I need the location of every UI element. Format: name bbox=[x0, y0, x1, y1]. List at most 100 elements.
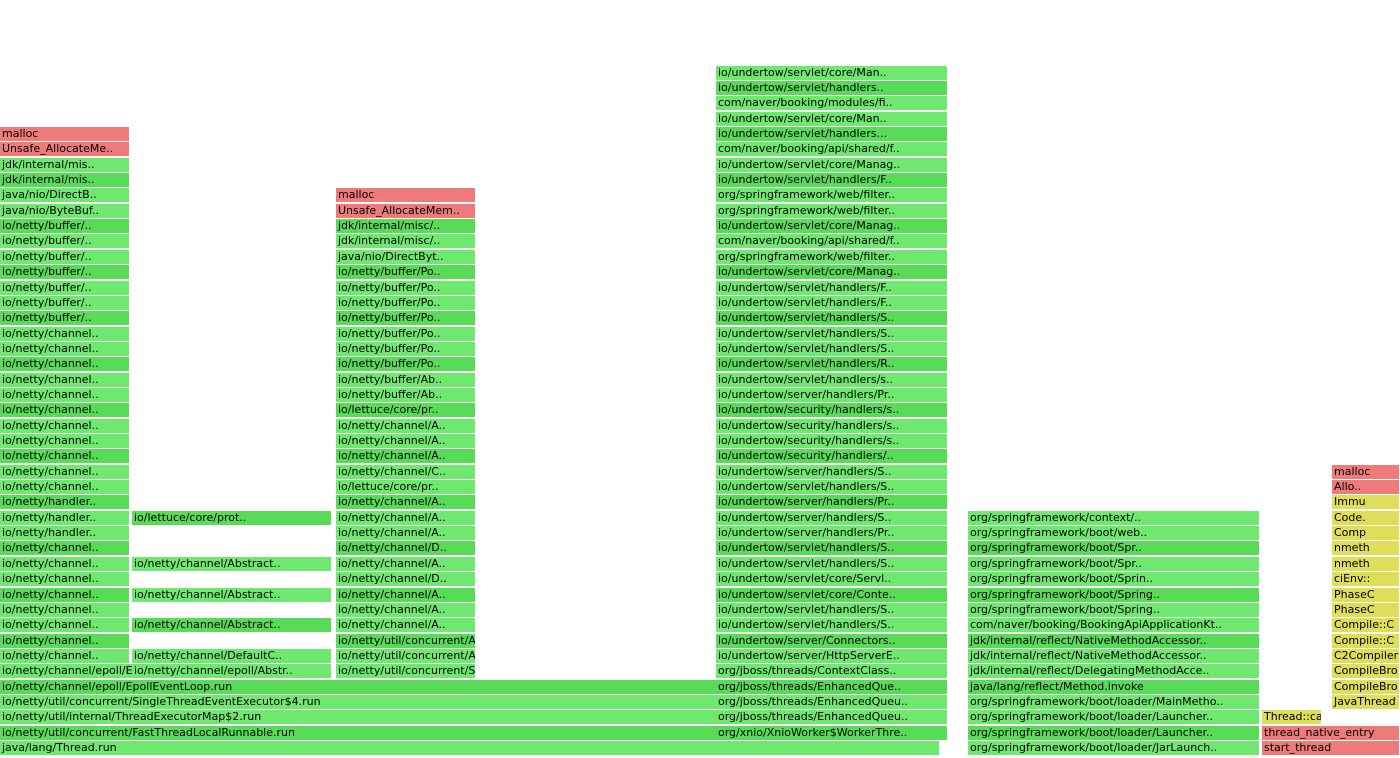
stack-frame[interactable]: io/netty/channel/Abstract.. bbox=[132, 557, 332, 571]
stack-frame[interactable]: jdk/internal/misc/.. bbox=[336, 234, 476, 248]
stack-frame[interactable]: io/netty/channel.. bbox=[0, 434, 130, 448]
stack-frame[interactable]: io/undertow/servlet/core/Servl.. bbox=[716, 572, 948, 586]
stack-frame[interactable]: Compile::C bbox=[1332, 634, 1400, 648]
stack-frame[interactable]: io/lettuce/core/prot.. bbox=[132, 511, 332, 525]
stack-frame[interactable]: io/netty/channel/A.. bbox=[336, 603, 476, 617]
stack-frame[interactable]: io/netty/buffer/Ab.. bbox=[336, 388, 476, 402]
stack-frame[interactable]: io/undertow/servlet/handlers/S.. bbox=[716, 603, 948, 617]
stack-frame[interactable]: io/netty/util/concurrent/AbstractEv.. bbox=[336, 634, 476, 648]
stack-frame[interactable]: nmeth bbox=[1332, 557, 1400, 571]
stack-frame[interactable]: io/undertow/server/handlers/Pr.. bbox=[716, 495, 948, 509]
stack-frame[interactable]: org/springframework/web/filter.. bbox=[716, 188, 948, 202]
stack-frame[interactable]: io/netty/buffer/Po.. bbox=[336, 327, 476, 341]
stack-frame[interactable]: io/netty/util/concurrent/FastThreadLocal… bbox=[0, 726, 940, 740]
stack-frame[interactable]: start_thread bbox=[1262, 741, 1400, 755]
stack-frame[interactable]: io/undertow/servlet/core/Manag.. bbox=[716, 158, 948, 172]
stack-frame[interactable]: io/netty/channel.. bbox=[0, 449, 130, 463]
stack-frame[interactable]: io/netty/buffer/Po.. bbox=[336, 296, 476, 310]
stack-frame[interactable]: CompileBro bbox=[1332, 680, 1400, 694]
stack-frame[interactable]: Thread::call_run bbox=[1262, 710, 1322, 724]
stack-frame[interactable]: io/netty/channel.. bbox=[0, 403, 130, 417]
stack-frame[interactable]: io/netty/channel/C.. bbox=[336, 465, 476, 479]
stack-frame[interactable]: org/springframework/boot/Spr.. bbox=[968, 557, 1260, 571]
stack-frame[interactable]: io/netty/util/internal/ThreadExecutorMap… bbox=[0, 710, 940, 724]
stack-frame[interactable]: java/nio/DirectB.. bbox=[0, 188, 130, 202]
stack-frame[interactable]: io/netty/channel.. bbox=[0, 327, 130, 341]
stack-frame[interactable]: io/undertow/servlet/handlers/S.. bbox=[716, 557, 948, 571]
stack-frame[interactable]: io/netty/buffer/Po.. bbox=[336, 265, 476, 279]
stack-frame[interactable]: PhaseC bbox=[1332, 588, 1400, 602]
stack-frame[interactable]: io/undertow/server/handlers/Pr.. bbox=[716, 526, 948, 540]
stack-frame[interactable]: io/lettuce/core/pr.. bbox=[336, 403, 476, 417]
stack-frame[interactable]: io/undertow/servlet/handlers/S.. bbox=[716, 342, 948, 356]
stack-frame[interactable]: CompileBro bbox=[1332, 664, 1400, 678]
stack-frame[interactable]: io/netty/buffer/.. bbox=[0, 281, 130, 295]
stack-frame[interactable]: jdk/internal/reflect/NativeMethodAccesso… bbox=[968, 649, 1260, 663]
stack-frame[interactable]: io/undertow/security/handlers/s.. bbox=[716, 419, 948, 433]
stack-frame[interactable]: PhaseC bbox=[1332, 603, 1400, 617]
stack-frame[interactable]: io/undertow/security/handlers/s.. bbox=[716, 403, 948, 417]
stack-frame[interactable]: java/lang/Thread.run bbox=[0, 741, 940, 755]
stack-frame[interactable]: org/springframework/context/.. bbox=[968, 511, 1260, 525]
stack-frame[interactable]: org/jboss/threads/EnhancedQueu.. bbox=[716, 710, 948, 724]
stack-frame[interactable]: io/netty/buffer/Ab.. bbox=[336, 373, 476, 387]
stack-frame[interactable]: io/netty/channel/A.. bbox=[336, 511, 476, 525]
stack-frame[interactable]: malloc bbox=[0, 127, 130, 141]
stack-frame[interactable]: org/springframework/web/filter.. bbox=[716, 204, 948, 218]
stack-frame[interactable]: io/netty/channel/D.. bbox=[336, 541, 476, 555]
stack-frame[interactable]: io/netty/channel/epoll/EpollEventLoop.ru… bbox=[0, 680, 940, 694]
stack-frame[interactable]: io/netty/channel/Abstract.. bbox=[132, 618, 332, 632]
stack-frame[interactable]: io/netty/buffer/.. bbox=[0, 234, 130, 248]
stack-frame[interactable]: io/undertow/server/handlers/Pr.. bbox=[716, 388, 948, 402]
stack-frame[interactable]: io/netty/buffer/.. bbox=[0, 219, 130, 233]
stack-frame[interactable]: io/undertow/servlet/handlers/S.. bbox=[716, 618, 948, 632]
stack-frame[interactable]: io/lettuce/core/pr.. bbox=[336, 480, 476, 494]
stack-frame[interactable]: io/undertow/servlet/handlers.. bbox=[716, 81, 948, 95]
stack-frame[interactable]: org/jboss/threads/EnhancedQue.. bbox=[716, 680, 948, 694]
stack-frame[interactable]: io/undertow/servlet/handlers/S.. bbox=[716, 311, 948, 325]
stack-frame[interactable]: io/netty/channel/D.. bbox=[336, 572, 476, 586]
stack-frame[interactable]: io/undertow/servlet/handlers/F.. bbox=[716, 281, 948, 295]
stack-frame[interactable]: io/undertow/server/Connectors.. bbox=[716, 634, 948, 648]
stack-frame[interactable]: io/netty/channel/A.. bbox=[336, 449, 476, 463]
stack-frame[interactable]: thread_native_entry bbox=[1262, 726, 1400, 740]
stack-frame[interactable]: JavaThread bbox=[1332, 695, 1400, 709]
stack-frame[interactable]: io/netty/channel/A.. bbox=[336, 618, 476, 632]
stack-frame[interactable]: jdk/internal/misc/.. bbox=[336, 219, 476, 233]
stack-frame[interactable]: io/netty/channel.. bbox=[0, 480, 130, 494]
stack-frame[interactable]: jdk/internal/reflect/DelegatingMethodAcc… bbox=[968, 664, 1260, 678]
stack-frame[interactable]: com/naver/booking/api/shared/f.. bbox=[716, 142, 948, 156]
stack-frame[interactable]: Compile::C bbox=[1332, 618, 1400, 632]
stack-frame[interactable]: io/netty/buffer/Po.. bbox=[336, 357, 476, 371]
stack-frame[interactable]: org/springframework/boot/loader/Launcher… bbox=[968, 710, 1260, 724]
stack-frame[interactable]: io/undertow/servlet/handlers/F.. bbox=[716, 296, 948, 310]
stack-frame[interactable]: Allo.. bbox=[1332, 480, 1400, 494]
stack-frame[interactable]: org/jboss/threads/ContextClass.. bbox=[716, 664, 948, 678]
stack-frame[interactable]: io/undertow/server/HttpServerE.. bbox=[716, 649, 948, 663]
stack-frame[interactable]: io/netty/channel.. bbox=[0, 603, 130, 617]
stack-frame[interactable]: io/netty/channel.. bbox=[0, 342, 130, 356]
stack-frame[interactable]: io/netty/channel.. bbox=[0, 465, 130, 479]
stack-frame[interactable]: malloc bbox=[336, 188, 476, 202]
stack-frame[interactable]: java/nio/ByteBuf.. bbox=[0, 204, 130, 218]
stack-frame[interactable]: nmeth bbox=[1332, 541, 1400, 555]
stack-frame[interactable]: com/naver/booking/api/shared/f.. bbox=[716, 234, 948, 248]
stack-frame[interactable]: io/undertow/servlet/core/Manag.. bbox=[716, 219, 948, 233]
stack-frame[interactable]: io/undertow/servlet/handlers/S.. bbox=[716, 541, 948, 555]
stack-frame[interactable]: Comp bbox=[1332, 526, 1400, 540]
stack-frame[interactable]: io/netty/channel.. bbox=[0, 588, 130, 602]
stack-frame[interactable]: Code. bbox=[1332, 511, 1400, 525]
stack-frame[interactable]: io/undertow/servlet/handlers... bbox=[716, 127, 948, 141]
stack-frame[interactable]: com/naver/booking/BookingApiApplicationK… bbox=[968, 618, 1260, 632]
stack-frame[interactable]: Immu bbox=[1332, 495, 1400, 509]
stack-frame[interactable]: io/netty/util/concurrent/SingleThre.. bbox=[336, 664, 476, 678]
stack-frame[interactable]: Unsafe_AllocateMe.. bbox=[0, 142, 130, 156]
stack-frame[interactable]: io/undertow/servlet/core/Man.. bbox=[716, 112, 948, 126]
stack-frame[interactable]: io/netty/channel/A.. bbox=[336, 419, 476, 433]
stack-frame[interactable]: org/springframework/boot/loader/JarLaunc… bbox=[968, 741, 1260, 755]
stack-frame[interactable]: io/undertow/servlet/handlers/S.. bbox=[716, 480, 948, 494]
stack-frame[interactable]: Unsafe_AllocateMem.. bbox=[336, 204, 476, 218]
stack-frame[interactable]: org/springframework/boot/web.. bbox=[968, 526, 1260, 540]
stack-frame[interactable]: io/undertow/server/handlers/S.. bbox=[716, 511, 948, 525]
stack-frame[interactable]: java/nio/DirectByt.. bbox=[336, 250, 476, 264]
